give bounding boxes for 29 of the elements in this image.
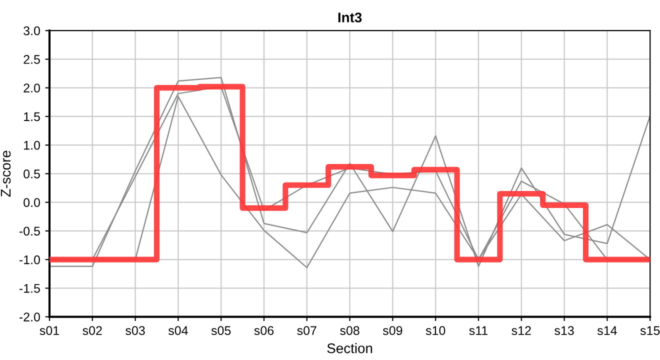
x-tick-label: s11 [469,326,488,336]
x-tick-label: s13 [554,326,574,336]
y-tick-label: 0.0 [24,198,40,207]
x-tick-label: s10 [426,326,446,336]
x-tick-label: s12 [512,326,531,336]
x-tick-label: s15 [640,326,660,336]
x-tick-label: s07 [297,326,316,336]
y-tick-label: 0.5 [24,170,40,178]
x-tick-label: s01 [40,326,59,336]
chart-title: Int3 [338,12,362,22]
y-tick-label: -1.5 [19,284,40,293]
y-tick-label: -1.0 [19,255,40,264]
x-tick-label: s05 [211,326,231,336]
y-tick-label: -0.5 [19,226,40,236]
x-tick-label: s09 [382,326,402,336]
y-tick-label: 1.5 [24,112,40,122]
x-axis-title: Section [327,343,372,354]
y-axis-title: Z-score [0,150,11,197]
y-tick-label: 2.5 [24,55,40,64]
x-tick-label: s02 [82,326,102,336]
y-tick-label: 1.0 [24,140,40,150]
x-tick-label: s14 [597,326,617,336]
x-tick-label: s08 [340,326,360,336]
y-tick-label: 2.0 [24,84,40,92]
y-tick-label: -2.0 [19,312,40,322]
x-tick-label: s03 [126,326,145,336]
x-tick-label: s04 [168,326,188,336]
x-tick-label: s06 [254,326,274,336]
y-tick-label: 3.0 [24,26,40,36]
